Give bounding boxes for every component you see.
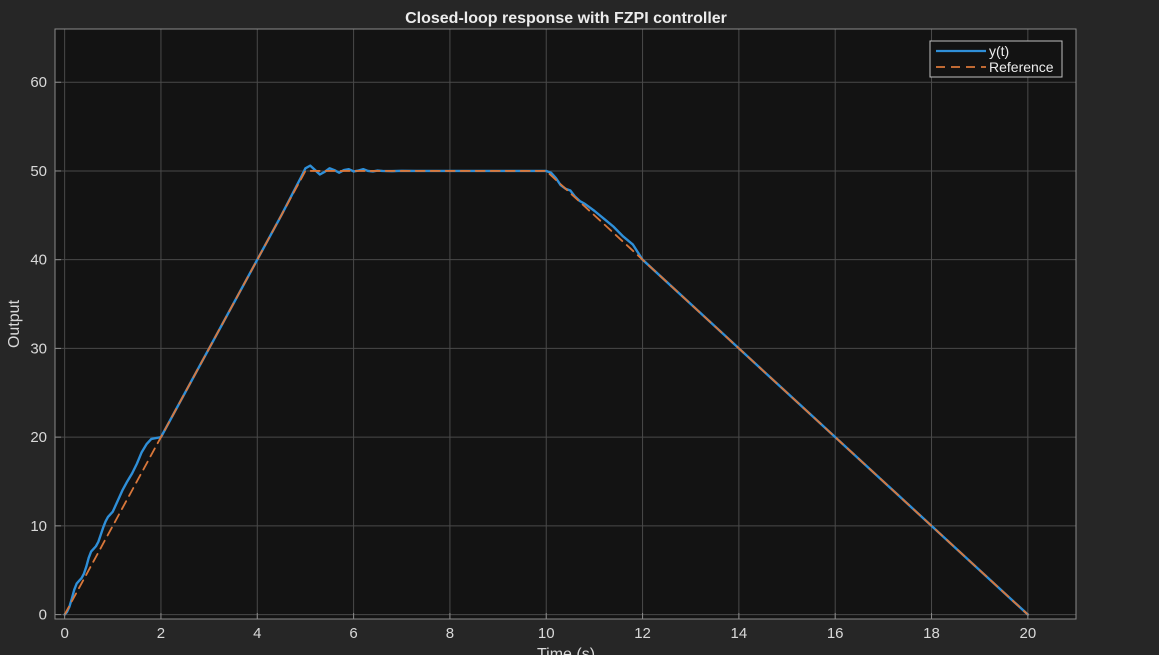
x-tick-label: 18 bbox=[923, 625, 940, 642]
y-tick-label: 50 bbox=[30, 163, 47, 180]
plot-lines bbox=[63, 164, 1030, 616]
y-tick-label: 60 bbox=[30, 74, 47, 91]
legend-label-yt: y(t) bbox=[989, 43, 1009, 59]
tick-labels: 0 2 4 6 8 10 12 14 16 18 20 0 10 20 30 40 50 60 bbox=[30, 74, 1036, 642]
x-tick-label: 4 bbox=[253, 625, 261, 642]
y-tick-label: 10 bbox=[30, 518, 47, 535]
legend: y(t) Reference bbox=[929, 40, 1063, 78]
legend-label-reference: Reference bbox=[989, 59, 1054, 75]
x-tick-label: 12 bbox=[634, 625, 651, 642]
x-tick-label: 14 bbox=[731, 625, 748, 642]
x-tick-label: 0 bbox=[60, 625, 68, 642]
y-tick-label: 0 bbox=[39, 607, 47, 624]
y-tick-label: 20 bbox=[30, 429, 47, 446]
chart-title: Closed-loop response with FZPI controlle… bbox=[405, 10, 727, 27]
series-line-y-t bbox=[63, 164, 1030, 616]
y-axis-title: Output bbox=[6, 299, 23, 348]
axes-background bbox=[55, 29, 1076, 619]
legend-box bbox=[929, 40, 1063, 78]
series-line-reference bbox=[63, 170, 1029, 616]
x-tick-label: 8 bbox=[446, 625, 454, 642]
x-tick-label: 10 bbox=[538, 625, 555, 642]
axes-border bbox=[54, 28, 1077, 620]
x-tick-label: 6 bbox=[349, 625, 357, 642]
grid bbox=[55, 29, 1076, 619]
x-tick-label: 2 bbox=[157, 625, 165, 642]
x-axis-title: Time (s) bbox=[537, 646, 595, 655]
x-tick-label: 16 bbox=[827, 625, 844, 642]
y-tick-label: 30 bbox=[30, 340, 47, 357]
y-tick-label: 40 bbox=[30, 252, 47, 269]
x-tick-label: 20 bbox=[1019, 625, 1036, 642]
